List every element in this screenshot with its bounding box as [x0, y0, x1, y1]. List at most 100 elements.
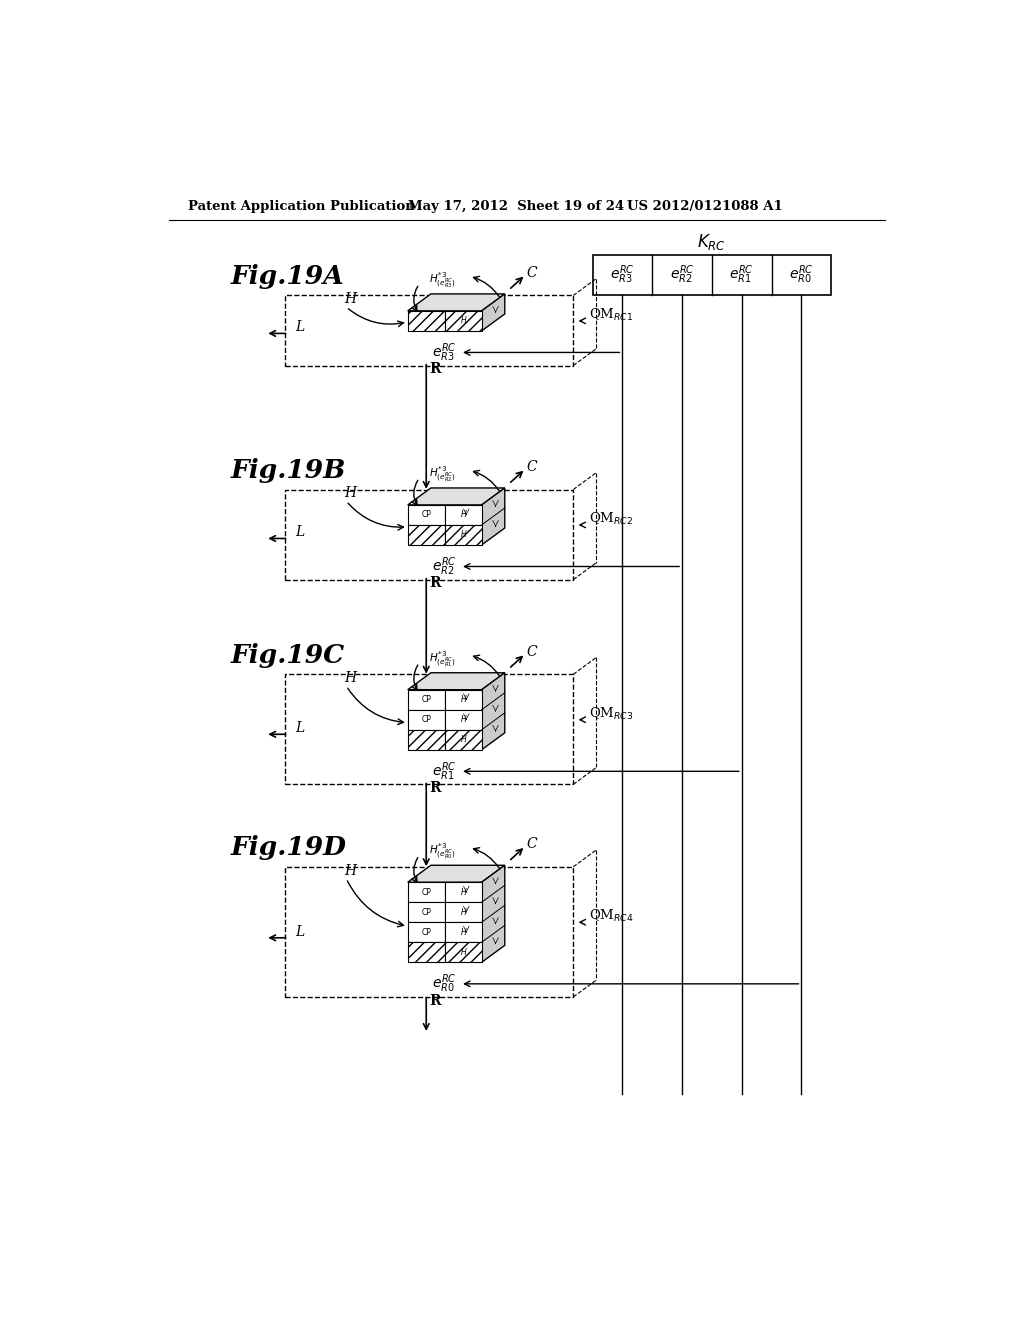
Text: $H^{*3}_{(e^{RC}_{R0})}$: $H^{*3}_{(e^{RC}_{R0})}$ — [429, 841, 456, 862]
Text: $e^{RC}_{R0}$: $e^{RC}_{R0}$ — [432, 973, 457, 995]
Text: H: H — [490, 686, 497, 696]
Text: $e^{RC}_{R2}$: $e^{RC}_{R2}$ — [670, 264, 694, 286]
Polygon shape — [408, 689, 444, 710]
Polygon shape — [408, 882, 444, 903]
Text: H: H — [461, 888, 466, 896]
Text: H: H — [490, 899, 497, 908]
Text: H: H — [461, 908, 466, 916]
Text: US 2012/0121088 A1: US 2012/0121088 A1 — [628, 199, 783, 213]
Polygon shape — [444, 506, 481, 525]
Text: $e^{RC}_{R0}$: $e^{RC}_{R0}$ — [790, 264, 814, 286]
Text: Fig.19B: Fig.19B — [230, 458, 346, 483]
Text: $e^{RC}_{R1}$: $e^{RC}_{R1}$ — [432, 760, 457, 783]
Text: H: H — [461, 696, 466, 704]
Polygon shape — [408, 866, 505, 882]
Text: QM$_{RC1}$: QM$_{RC1}$ — [589, 306, 633, 323]
Polygon shape — [444, 942, 481, 962]
Text: $H^{*3}_{(e^{RC}_{R1})}$: $H^{*3}_{(e^{RC}_{R1})}$ — [429, 649, 456, 669]
Bar — [285, 490, 573, 579]
FancyArrowPatch shape — [412, 286, 418, 312]
Polygon shape — [408, 710, 444, 730]
FancyArrowPatch shape — [412, 665, 418, 690]
Polygon shape — [408, 506, 444, 525]
Polygon shape — [444, 710, 481, 730]
Text: $e^{RC}_{R3}$: $e^{RC}_{R3}$ — [610, 264, 635, 286]
Text: C: C — [526, 461, 537, 474]
Polygon shape — [444, 312, 481, 331]
Polygon shape — [444, 903, 481, 923]
Text: $K_{RC}$: $K_{RC}$ — [697, 232, 726, 252]
FancyArrowPatch shape — [473, 276, 500, 297]
Polygon shape — [481, 673, 505, 750]
Text: QM$_{RC2}$: QM$_{RC2}$ — [589, 511, 633, 527]
Text: H: H — [344, 486, 356, 500]
Text: L: L — [295, 721, 304, 735]
Polygon shape — [481, 488, 505, 545]
Text: L: L — [295, 321, 304, 334]
Text: H: H — [344, 863, 356, 878]
Text: H: H — [490, 521, 497, 531]
Polygon shape — [444, 730, 481, 750]
Text: Fig.19C: Fig.19C — [230, 643, 345, 668]
Polygon shape — [444, 882, 481, 903]
FancyArrowPatch shape — [473, 655, 500, 676]
Text: R: R — [430, 994, 441, 1007]
Text: H: H — [344, 671, 356, 685]
Polygon shape — [408, 673, 505, 689]
Polygon shape — [408, 903, 444, 923]
Text: H: H — [490, 727, 497, 735]
Polygon shape — [408, 312, 444, 331]
Text: H: H — [461, 948, 466, 957]
Text: $e^{RC}_{R1}$: $e^{RC}_{R1}$ — [729, 264, 754, 286]
Polygon shape — [481, 866, 505, 962]
Bar — [593, 255, 831, 294]
Text: CP: CP — [421, 715, 431, 725]
Text: H: H — [461, 735, 466, 744]
Text: $e^{RC}_{R2}$: $e^{RC}_{R2}$ — [432, 556, 457, 578]
Text: CP: CP — [421, 928, 431, 937]
Polygon shape — [408, 730, 444, 750]
Text: QM$_{RC3}$: QM$_{RC3}$ — [589, 705, 633, 722]
Text: Fig.19A: Fig.19A — [230, 264, 344, 289]
Bar — [285, 675, 573, 784]
Bar — [285, 867, 573, 997]
Polygon shape — [408, 488, 505, 506]
Text: H: H — [490, 502, 497, 511]
Text: CP: CP — [421, 888, 431, 896]
Text: $H^{*3}_{(e^{RC}_{R3})}$: $H^{*3}_{(e^{RC}_{R3})}$ — [429, 271, 456, 290]
Text: H: H — [490, 940, 497, 948]
FancyArrowPatch shape — [473, 847, 500, 869]
Text: $e^{RC}_{R3}$: $e^{RC}_{R3}$ — [432, 341, 457, 364]
Bar — [285, 296, 573, 366]
Text: R: R — [430, 781, 441, 795]
Text: Fig.19D: Fig.19D — [230, 836, 347, 861]
Text: H: H — [490, 706, 497, 715]
Text: May 17, 2012  Sheet 19 of 24: May 17, 2012 Sheet 19 of 24 — [408, 199, 624, 213]
Polygon shape — [444, 689, 481, 710]
Text: CP: CP — [421, 696, 431, 704]
Text: L: L — [295, 924, 304, 939]
Text: Patent Application Publication: Patent Application Publication — [188, 199, 415, 213]
Text: R: R — [430, 577, 441, 590]
Polygon shape — [408, 525, 444, 545]
Text: H: H — [490, 879, 497, 888]
Text: CP: CP — [421, 511, 431, 519]
Text: R: R — [430, 363, 441, 376]
FancyArrowPatch shape — [473, 470, 500, 491]
FancyArrowPatch shape — [412, 858, 418, 882]
Text: H: H — [490, 308, 497, 317]
Text: H: H — [461, 715, 466, 725]
Text: H: H — [344, 292, 356, 306]
Polygon shape — [408, 942, 444, 962]
Text: H: H — [461, 928, 466, 937]
Text: QM$_{RC4}$: QM$_{RC4}$ — [589, 908, 634, 924]
Text: H: H — [461, 511, 466, 519]
Polygon shape — [408, 923, 444, 942]
Polygon shape — [408, 294, 505, 312]
Text: H: H — [461, 531, 466, 540]
Text: $H^{*3}_{(e^{RC}_{R2})}$: $H^{*3}_{(e^{RC}_{R2})}$ — [429, 465, 456, 484]
FancyArrowPatch shape — [412, 480, 418, 506]
Polygon shape — [444, 923, 481, 942]
Text: H: H — [490, 919, 497, 928]
Text: CP: CP — [421, 908, 431, 916]
